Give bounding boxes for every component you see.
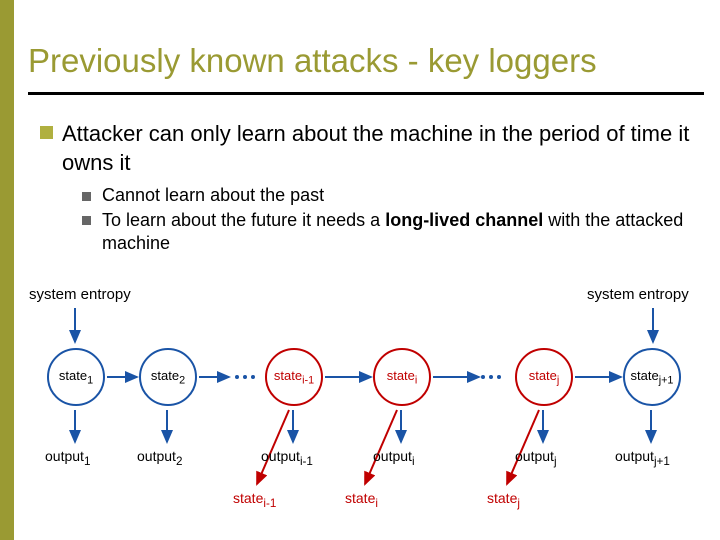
output-label: outputj+1 [615, 448, 670, 468]
state-node: statei [373, 348, 431, 406]
state-node: state2 [139, 348, 197, 406]
output-label: output1 [45, 448, 90, 468]
output-label: outputi [373, 448, 415, 468]
entropy-left-label: system entropy [29, 286, 131, 303]
sub2-bold: long-lived channel [385, 210, 543, 230]
state-node: statej [515, 348, 573, 406]
accent-bar [0, 0, 14, 540]
bullet-marker [40, 126, 53, 139]
leaked-state-label: statei [345, 490, 378, 510]
bullet-text: Attacker can only learn about the machin… [62, 120, 702, 177]
sub2-part-a: To learn about the future it needs a [102, 210, 385, 230]
output-label: outputi-1 [261, 448, 313, 468]
leaked-state-label: statej [487, 490, 520, 510]
sub-bullet-1: Cannot learn about the past [102, 185, 324, 206]
state-node: statei-1 [265, 348, 323, 406]
diagram-arrows [25, 280, 705, 520]
leaked-state-label: statei-1 [233, 490, 276, 510]
output-label: output2 [137, 448, 182, 468]
sub-bullet-marker [82, 216, 91, 225]
sub-bullet-marker [82, 192, 91, 201]
title-underline [28, 92, 704, 95]
slide-title: Previously known attacks - key loggers [28, 42, 597, 80]
state-diagram: system entropy system entropy state1 stat… [25, 280, 705, 520]
output-label: outputj [515, 448, 557, 468]
entropy-right-label: system entropy [587, 286, 689, 303]
state-node: statej+1 [623, 348, 681, 406]
sub-bullet-2: To learn about the future it needs a lon… [102, 209, 692, 256]
state-node: state1 [47, 348, 105, 406]
